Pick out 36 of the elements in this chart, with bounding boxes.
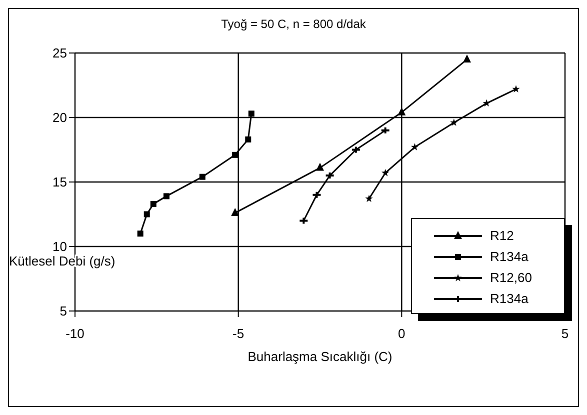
- point: [245, 136, 252, 142]
- x-tick-label: -10: [66, 326, 84, 342]
- legend-label: R134a: [490, 291, 528, 306]
- chart-title: Tyoğ = 50 C, n = 800 d/dak: [220, 17, 367, 31]
- point: [248, 110, 254, 117]
- point: [463, 54, 471, 62]
- y-tick-label: 5: [60, 304, 67, 319]
- x-axis-title: Buharlaşma Sıcaklığı (C): [248, 349, 392, 364]
- x-tick-label: 5: [561, 326, 569, 342]
- legend-label: R12,60: [490, 270, 532, 285]
- point: [512, 85, 520, 92]
- point: [450, 118, 458, 126]
- point: [410, 143, 419, 150]
- y-tick-label: 10: [52, 239, 67, 254]
- point: [232, 152, 238, 158]
- point: [324, 172, 335, 180]
- point: [144, 211, 150, 218]
- point: [163, 193, 170, 200]
- point: [316, 162, 324, 171]
- point: [199, 174, 206, 180]
- point: [398, 107, 406, 116]
- legend-label: R12: [490, 228, 514, 243]
- point: [382, 168, 390, 176]
- point: [231, 208, 240, 216]
- point: [150, 200, 156, 207]
- point: [350, 146, 361, 154]
- point: [365, 194, 373, 202]
- x-tick-label: 0: [398, 326, 406, 342]
- point: [482, 99, 490, 107]
- y-tick-label: 25: [52, 46, 67, 61]
- point: [137, 230, 144, 237]
- legend-label: R134a: [490, 249, 528, 264]
- point: [312, 190, 322, 199]
- y-tick-label: 20: [52, 110, 67, 126]
- y-tick-label: 15: [52, 174, 67, 190]
- x-tick-label: -5: [232, 326, 244, 342]
